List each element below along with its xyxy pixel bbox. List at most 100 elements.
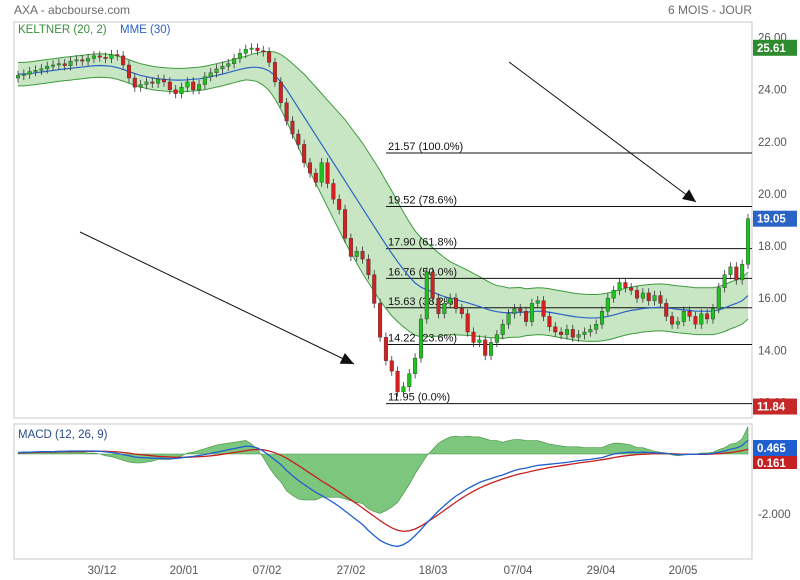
candle-body [144, 81, 149, 85]
candle-body [302, 144, 307, 163]
date-tick-label: 27/02 [337, 565, 366, 577]
last-price-badge: 25.61 [757, 43, 786, 55]
candle-body [208, 72, 213, 77]
candle-body [564, 329, 569, 335]
candle-body [710, 308, 715, 320]
price-panel-frame [13, 21, 753, 419]
candle-body [407, 373, 412, 387]
candlesticks [15, 43, 751, 397]
trend-arrow-head [339, 352, 354, 364]
signal-line [18, 448, 749, 533]
candle-body [547, 316, 552, 328]
candle-body [605, 297, 610, 312]
current-price-badge: 19.05 [757, 214, 786, 226]
candle-body [559, 331, 564, 335]
candle-body [430, 271, 435, 299]
candle-body [226, 63, 231, 67]
candle-body [535, 300, 540, 304]
candle-body [51, 64, 56, 67]
candle-body [675, 321, 680, 325]
candle-body [734, 266, 739, 281]
candle-body [664, 303, 669, 317]
fib-label: 16.76 (50.0%) [388, 266, 457, 278]
candle-body [483, 339, 488, 356]
candle-body [442, 303, 447, 314]
keltner-fill [18, 51, 748, 342]
date-tick-label: 07/02 [253, 565, 282, 577]
trend-arrow-head [681, 189, 696, 202]
candle-body [448, 297, 453, 304]
candle-body [360, 251, 365, 260]
candle-body [453, 297, 459, 309]
candle-body [705, 313, 710, 320]
candle-body [477, 339, 482, 343]
candle-body [307, 162, 313, 174]
price-tick-label: 22.00 [758, 137, 787, 149]
candle-body [150, 81, 155, 84]
candle-body [617, 282, 622, 291]
candle-body [243, 49, 248, 54]
candle-body [156, 79, 161, 84]
candle-body [652, 295, 657, 301]
candle-body [214, 68, 219, 74]
candle-body [296, 133, 301, 145]
candle-body [418, 318, 423, 359]
date-tick-label: 29/04 [587, 565, 616, 577]
candle-body [197, 84, 202, 90]
candle-body [68, 60, 73, 66]
candle-body [56, 63, 61, 66]
candle-body [343, 209, 348, 239]
candle-body [325, 162, 330, 184]
candle-body [681, 310, 686, 322]
candle-body [529, 303, 534, 322]
candle-body [389, 360, 394, 372]
mme-line [18, 64, 749, 319]
candle-body [255, 47, 260, 51]
candle-body [86, 58, 91, 62]
candle-body [313, 172, 318, 183]
fib-label: 19.52 (78.6%) [388, 194, 457, 206]
candle-body [512, 308, 517, 314]
candle-body [97, 55, 102, 58]
candle-body [267, 51, 272, 63]
candle-body [524, 310, 529, 322]
candle-body [413, 357, 418, 374]
candle-body [658, 295, 663, 304]
candle-body [378, 303, 383, 338]
candle-body [354, 251, 359, 257]
candle-body [27, 71, 32, 75]
candle-body [237, 53, 242, 59]
price-tick-label: 18.00 [758, 241, 787, 253]
candle-body [39, 68, 44, 71]
fibonacci-levels: 21.57 (100.0%) 19.52 (78.6%) 17.90 (61.8%)… [386, 141, 752, 405]
candle-body [74, 59, 79, 62]
candle-body [699, 313, 704, 325]
signal-badge-bg [753, 456, 797, 469]
candle-body [45, 66, 50, 70]
candle-body [80, 59, 85, 62]
candle-body [745, 218, 751, 265]
price-tick-label: 24.00 [758, 85, 787, 97]
price-tick-label: 14.00 [758, 345, 787, 357]
candle-body [290, 120, 295, 135]
candle-body [401, 386, 406, 393]
candle-body [103, 56, 108, 59]
candle-body [272, 62, 277, 83]
date-axis: 30/12 20/01 07/02 27/02 18/03 07/04 29/04 20/05 [88, 565, 698, 577]
fib-label: 17.90 (61.8%) [388, 237, 457, 249]
macd-line [17, 439, 749, 548]
candle-body [202, 76, 207, 85]
candle-body [635, 290, 640, 299]
candle-body [121, 55, 126, 66]
price-axis: 12.0014.0016.0018.0020.0022.0024.0026.00… [753, 33, 797, 415]
candle-body [395, 370, 400, 393]
mme-30-line [18, 64, 749, 319]
date-tick-label: 20/05 [669, 565, 698, 577]
candle-body [489, 342, 494, 356]
candle-body [506, 313, 511, 325]
candle-body [15, 75, 21, 79]
trend-arrows [79, 61, 697, 365]
macd-panel-frame [13, 423, 753, 560]
candle-body [640, 292, 645, 299]
